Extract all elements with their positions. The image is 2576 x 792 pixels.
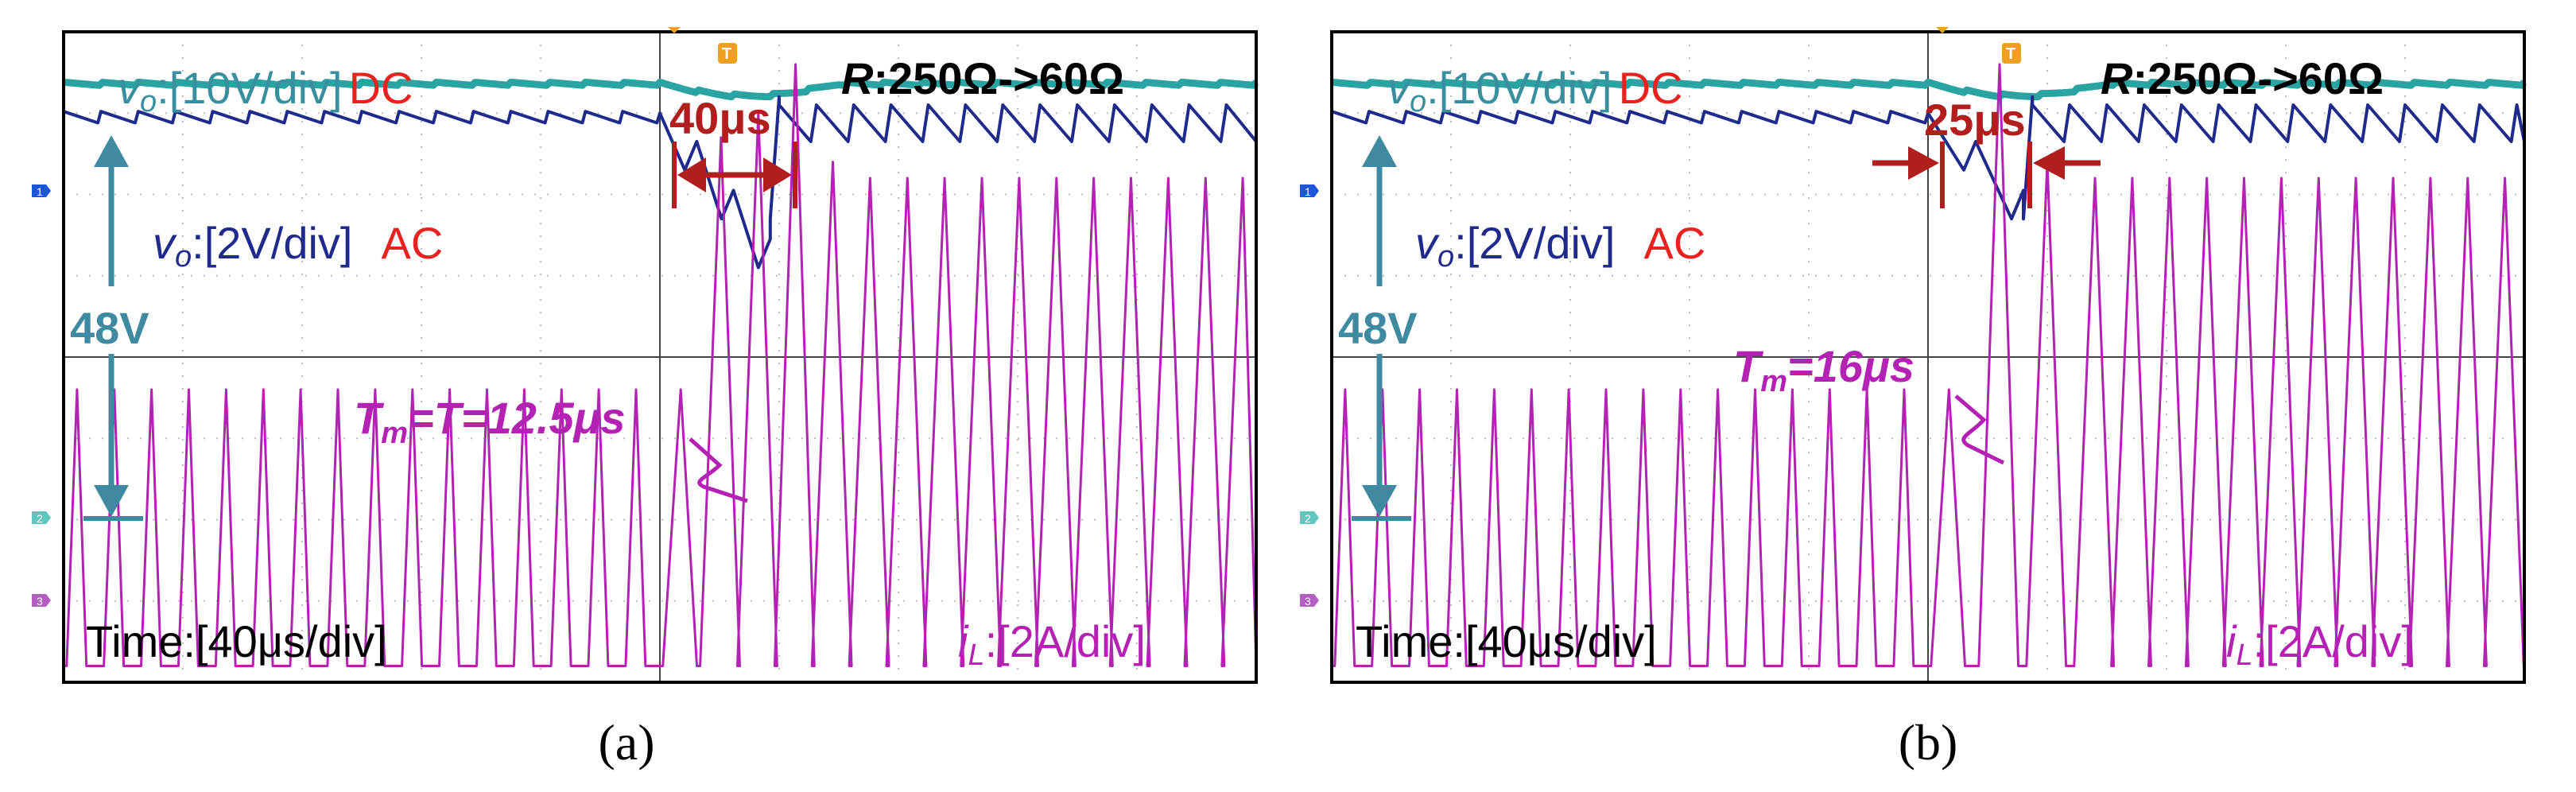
svg-text:2: 2: [1305, 512, 1311, 525]
load-step-label-a: R:250Ω->60Ω: [841, 53, 1124, 103]
ch1-marker-b: 1: [1300, 184, 1319, 198]
ch3-marker-b: 3: [1300, 594, 1319, 608]
dc-level-label-b: 48V: [1338, 303, 1418, 353]
svg-text:3: 3: [37, 595, 43, 608]
il-trace: [1332, 63, 2525, 667]
trigger-marker-b: T: [1936, 27, 2021, 64]
il-label-a: iL:[2A/div]: [958, 616, 1146, 672]
il-trace: [64, 63, 1258, 667]
recovery-marker-b: [1872, 142, 2101, 208]
screen-frame-b: [1330, 30, 2526, 684]
dc-level-label-a: 48V: [70, 303, 149, 353]
svg-text:1: 1: [1305, 185, 1311, 198]
time-div-label-a: Time:[40μs/div]: [86, 616, 387, 666]
vo-dc-trace: [1331, 78, 2528, 101]
caption-b: (b): [1899, 714, 1958, 771]
panel-a: 1 2 3 T 48V vo:[10V/div] DC: [0, 0, 1264, 792]
load-step-label-b: R:250Ω->60Ω: [2101, 53, 2384, 103]
tm-callout-a: [689, 437, 748, 503]
waveforms-a: [63, 63, 1259, 667]
dc-level-arrow-a: [83, 135, 143, 521]
screen-frame-a: [62, 30, 1258, 684]
il-label-b: iL:[2A/div]: [2226, 616, 2414, 672]
dc-level-arrow-b: [1352, 135, 1411, 521]
ch2-marker-b: 2: [1300, 511, 1319, 525]
svg-text:2: 2: [37, 512, 43, 525]
trigger-letter-a: T: [722, 45, 731, 63]
waveforms-b: [1331, 63, 2528, 667]
ch2-marker-a: 2: [32, 511, 51, 525]
tm-callout-b: [1954, 394, 2005, 465]
vo-ac-label-a: vo:[2V/div] AC: [153, 218, 443, 274]
recovery-marker-a: [672, 142, 797, 208]
vo-ac-trace: [1331, 95, 2526, 221]
trigger-letter-b: T: [2006, 45, 2015, 63]
svg-text:1: 1: [37, 185, 43, 198]
tm-label-a: Tm=T=12.5μs: [354, 393, 626, 450]
tm-label-b: Tm=16μs: [1733, 341, 1915, 398]
trigger-marker-a: T: [668, 27, 737, 64]
vo-ac-trace: [63, 95, 1258, 270]
recovery-label-a: 40μs: [669, 93, 771, 143]
svg-text:3: 3: [1305, 595, 1311, 608]
vo-dc-label-b: vo:[10V/div] DC: [1387, 63, 1683, 118]
ch3-marker-a: 3: [32, 594, 51, 608]
vo-ac-label-b: vo:[2V/div] AC: [1415, 218, 1705, 274]
panel-b: 1 2 3 T 48V vo:[10V/div] DC vo:[2V/div] A: [1300, 27, 2528, 771]
caption-a: (a): [598, 714, 654, 771]
time-div-label-b: Time:[40μs/div]: [1356, 616, 1657, 666]
vo-dc-label-a: vo:[10V/div] DC: [118, 63, 413, 118]
ch1-marker-a: 1: [32, 184, 51, 198]
vo-dc-trace: [63, 78, 1259, 101]
recovery-label-b: 25μs: [1924, 95, 2026, 145]
